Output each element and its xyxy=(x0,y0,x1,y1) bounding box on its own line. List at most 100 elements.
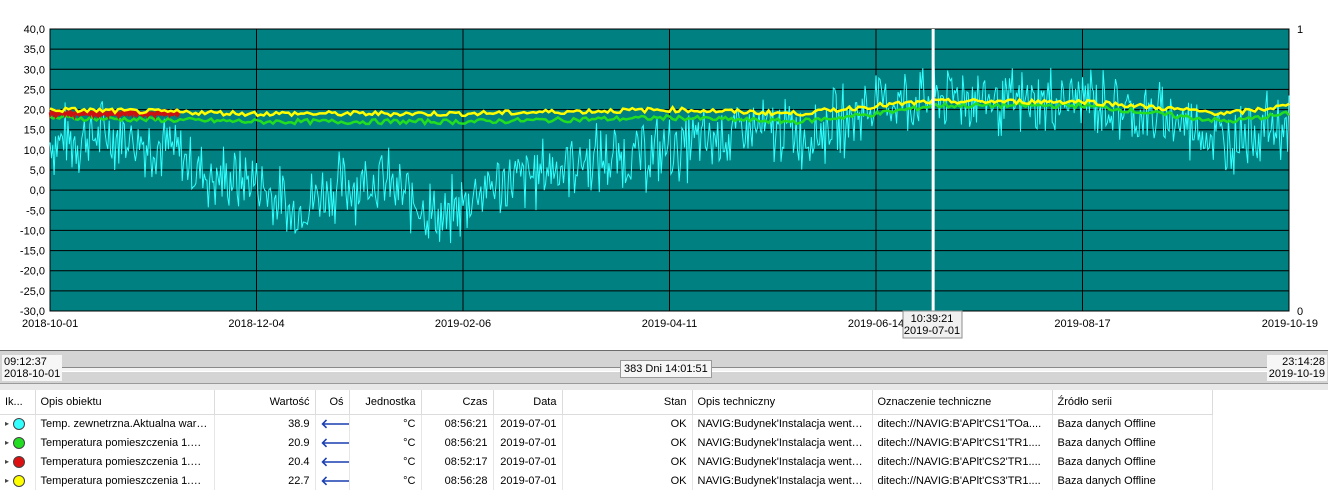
cursor-date: 2019-07-01 xyxy=(904,325,960,337)
cell-czas: 08:56:21 xyxy=(421,433,494,452)
cursor-time: 10:39:21 xyxy=(911,313,954,325)
table-row[interactable]: ▸ Temp. zewnetrzna.Aktualna wart... 38.9… xyxy=(0,414,1213,433)
series-icon-cell[interactable]: ▸ xyxy=(0,471,36,490)
cell-stan: OK xyxy=(562,414,693,433)
cell-stan: OK xyxy=(562,433,693,452)
x-tick-label: 2019-02-06 xyxy=(435,318,491,330)
series-icon-cell[interactable]: ▸ xyxy=(0,414,36,433)
col-data[interactable]: Data xyxy=(493,390,563,415)
series-line xyxy=(49,57,1290,244)
cell-jednostka: °C xyxy=(349,414,422,433)
col-wartosc[interactable]: Wartość xyxy=(214,390,316,415)
time-range-bar[interactable]: 09:12:37 2018-10-01 383 Dni 14:01:51 23:… xyxy=(0,350,1328,384)
cell-opis: Temperatura pomieszczenia 1.Ak... xyxy=(35,452,215,471)
series-line xyxy=(49,101,1290,127)
series-table: Ik... Opis obiektu Wartość Oś Jednostka … xyxy=(0,390,1328,496)
trend-chart[interactable]: 40,0 35,0 30,0 25,0 20,0 15,0 10,0 5,0 0,0 -5,0 -1… xyxy=(0,0,1328,350)
cell-os[interactable]: 🡐 xyxy=(315,414,350,433)
y-tick-label: -25,0 xyxy=(20,286,45,298)
cell-zrodlo: Baza danych Offline xyxy=(1052,452,1213,471)
cell-data: 2019-07-01 xyxy=(493,471,563,490)
cell-data: 2019-07-01 xyxy=(493,414,563,433)
range-start-time: 09:12:37 xyxy=(4,356,47,368)
y-tick-label: -10,0 xyxy=(20,225,45,237)
table-row[interactable]: ▸ Temperatura pomieszczenia 1.Ak... 22.7… xyxy=(0,471,1213,490)
series-icon-cell[interactable]: ▸ xyxy=(0,433,36,452)
expand-icon[interactable]: ▸ xyxy=(5,419,10,429)
cell-opis: Temperatura pomieszczenia 1.Ak... xyxy=(35,433,215,452)
expand-icon[interactable]: ▸ xyxy=(5,476,10,486)
cell-os[interactable]: 🡐 xyxy=(315,471,350,490)
splitter[interactable] xyxy=(0,384,1328,390)
x-tick-label: 2019-06-14 xyxy=(848,318,904,330)
axis-left-arrow-icon: 🡐 xyxy=(321,454,349,469)
series-line xyxy=(49,97,1290,118)
range-start[interactable]: 09:12:37 2018-10-01 xyxy=(2,355,63,381)
col-os[interactable]: Oś xyxy=(315,390,350,415)
cell-stan: OK xyxy=(562,471,693,490)
cell-czas: 08:56:28 xyxy=(421,471,494,490)
col-oznaczenie-techniczne[interactable]: Oznaczenie techniczne xyxy=(872,390,1053,415)
cell-czas: 08:56:21 xyxy=(421,414,494,433)
col-opis-obiektu[interactable]: Opis obiektu xyxy=(35,390,215,415)
cell-data: 2019-07-01 xyxy=(493,433,563,452)
y-tick-label: 10,0 xyxy=(24,145,45,157)
plot-border xyxy=(49,28,1290,312)
cell-opis-techniczny: NAVIG:Budynek'Instalacja wentyl... xyxy=(692,471,873,490)
cell-jednostka: °C xyxy=(349,471,422,490)
series-icon-cell[interactable]: ▸ xyxy=(0,452,36,471)
x-tick-label: 2019-10-19 xyxy=(1262,318,1318,330)
cell-wartosc: 22.7 xyxy=(214,471,316,490)
cell-oznaczenie: ditech://NAVIG:B'APlt'CS1'TR1.... xyxy=(872,433,1053,452)
table-row[interactable]: ▸ Temperatura pomieszczenia 1.Ak... 20.4… xyxy=(0,452,1213,471)
y-tick-label: 35,0 xyxy=(24,44,45,56)
col-czas[interactable]: Czas xyxy=(421,390,494,415)
y-tick-label: 0,0 xyxy=(30,185,45,197)
col-jednostka[interactable]: Jednostka xyxy=(349,390,422,415)
expand-icon[interactable]: ▸ xyxy=(5,438,10,448)
axis-left-arrow-icon: 🡐 xyxy=(321,473,349,488)
cell-wartosc: 38.9 xyxy=(214,414,316,433)
cell-zrodlo: Baza danych Offline xyxy=(1052,414,1213,433)
x-tick-label: 2018-12-04 xyxy=(228,318,284,330)
cell-jednostka: °C xyxy=(349,452,422,471)
range-end-time: 23:14:28 xyxy=(1282,356,1325,368)
x-axis: 2018-10-01 2018-12-04 2019-02-06 2019-04-11… xyxy=(22,318,1318,330)
series-color-icon xyxy=(13,417,25,430)
col-opis-techniczny[interactable]: Opis techniczny xyxy=(692,390,873,415)
range-start-date: 2018-10-01 xyxy=(4,368,61,380)
cell-wartosc: 20.9 xyxy=(214,433,316,452)
cell-oznaczenie: ditech://NAVIG:B'APlt'CS2'TR1.... xyxy=(872,452,1053,471)
cell-os[interactable]: 🡐 xyxy=(315,433,350,452)
x-tick-label: 2018-10-01 xyxy=(22,318,78,330)
cell-oznaczenie: ditech://NAVIG:B'APlt'CS3'TR1.... xyxy=(872,471,1053,490)
cell-os[interactable]: 🡐 xyxy=(315,452,350,471)
cell-oznaczenie: ditech://NAVIG:B'APlt'CS1'TOa.... xyxy=(872,414,1053,433)
x-tick-label: 2019-08-17 xyxy=(1054,318,1110,330)
expand-icon[interactable]: ▸ xyxy=(5,457,10,467)
table-row[interactable]: ▸ Temperatura pomieszczenia 1.Ak... 20.9… xyxy=(0,433,1213,452)
cell-opis: Temp. zewnetrzna.Aktualna wart... xyxy=(35,414,215,433)
cell-opis-techniczny: NAVIG:Budynek'Instalacja wentyl... xyxy=(692,452,873,471)
cell-jednostka: °C xyxy=(349,433,422,452)
col-stan[interactable]: Stan xyxy=(562,390,693,415)
cell-opis-techniczny: NAVIG:Budynek'Instalacja wentyl... xyxy=(692,414,873,433)
axis-left-arrow-icon: 🡐 xyxy=(321,435,349,450)
cell-zrodlo: Baza danych Offline xyxy=(1052,471,1213,490)
col-ikona[interactable]: Ik... xyxy=(0,390,36,415)
y-tick-label: 20,0 xyxy=(24,105,45,117)
cell-zrodlo: Baza danych Offline xyxy=(1052,433,1213,452)
cell-stan: OK xyxy=(562,452,693,471)
y-tick-label: -5,0 xyxy=(26,205,45,217)
series-lines xyxy=(48,57,1290,244)
y-axis-left: 40,0 35,0 30,0 25,0 20,0 15,0 10,0 5,0 0,0 -5,0 -1… xyxy=(20,24,45,318)
range-end[interactable]: 23:14:28 2019-10-19 xyxy=(1266,355,1327,381)
series-color-icon xyxy=(13,455,25,468)
y-tick-label: 25,0 xyxy=(24,84,45,96)
col-zrodlo-serii[interactable]: Źródło serii xyxy=(1052,390,1213,415)
cell-opis: Temperatura pomieszczenia 1.Ak... xyxy=(35,471,215,490)
y-tick-label: 5,0 xyxy=(30,165,45,177)
cursor-label: 10:39:21 2019-07-01 xyxy=(902,310,963,339)
y-axis-right-bottom: 0 xyxy=(1297,306,1303,318)
series-color-icon xyxy=(13,436,25,449)
